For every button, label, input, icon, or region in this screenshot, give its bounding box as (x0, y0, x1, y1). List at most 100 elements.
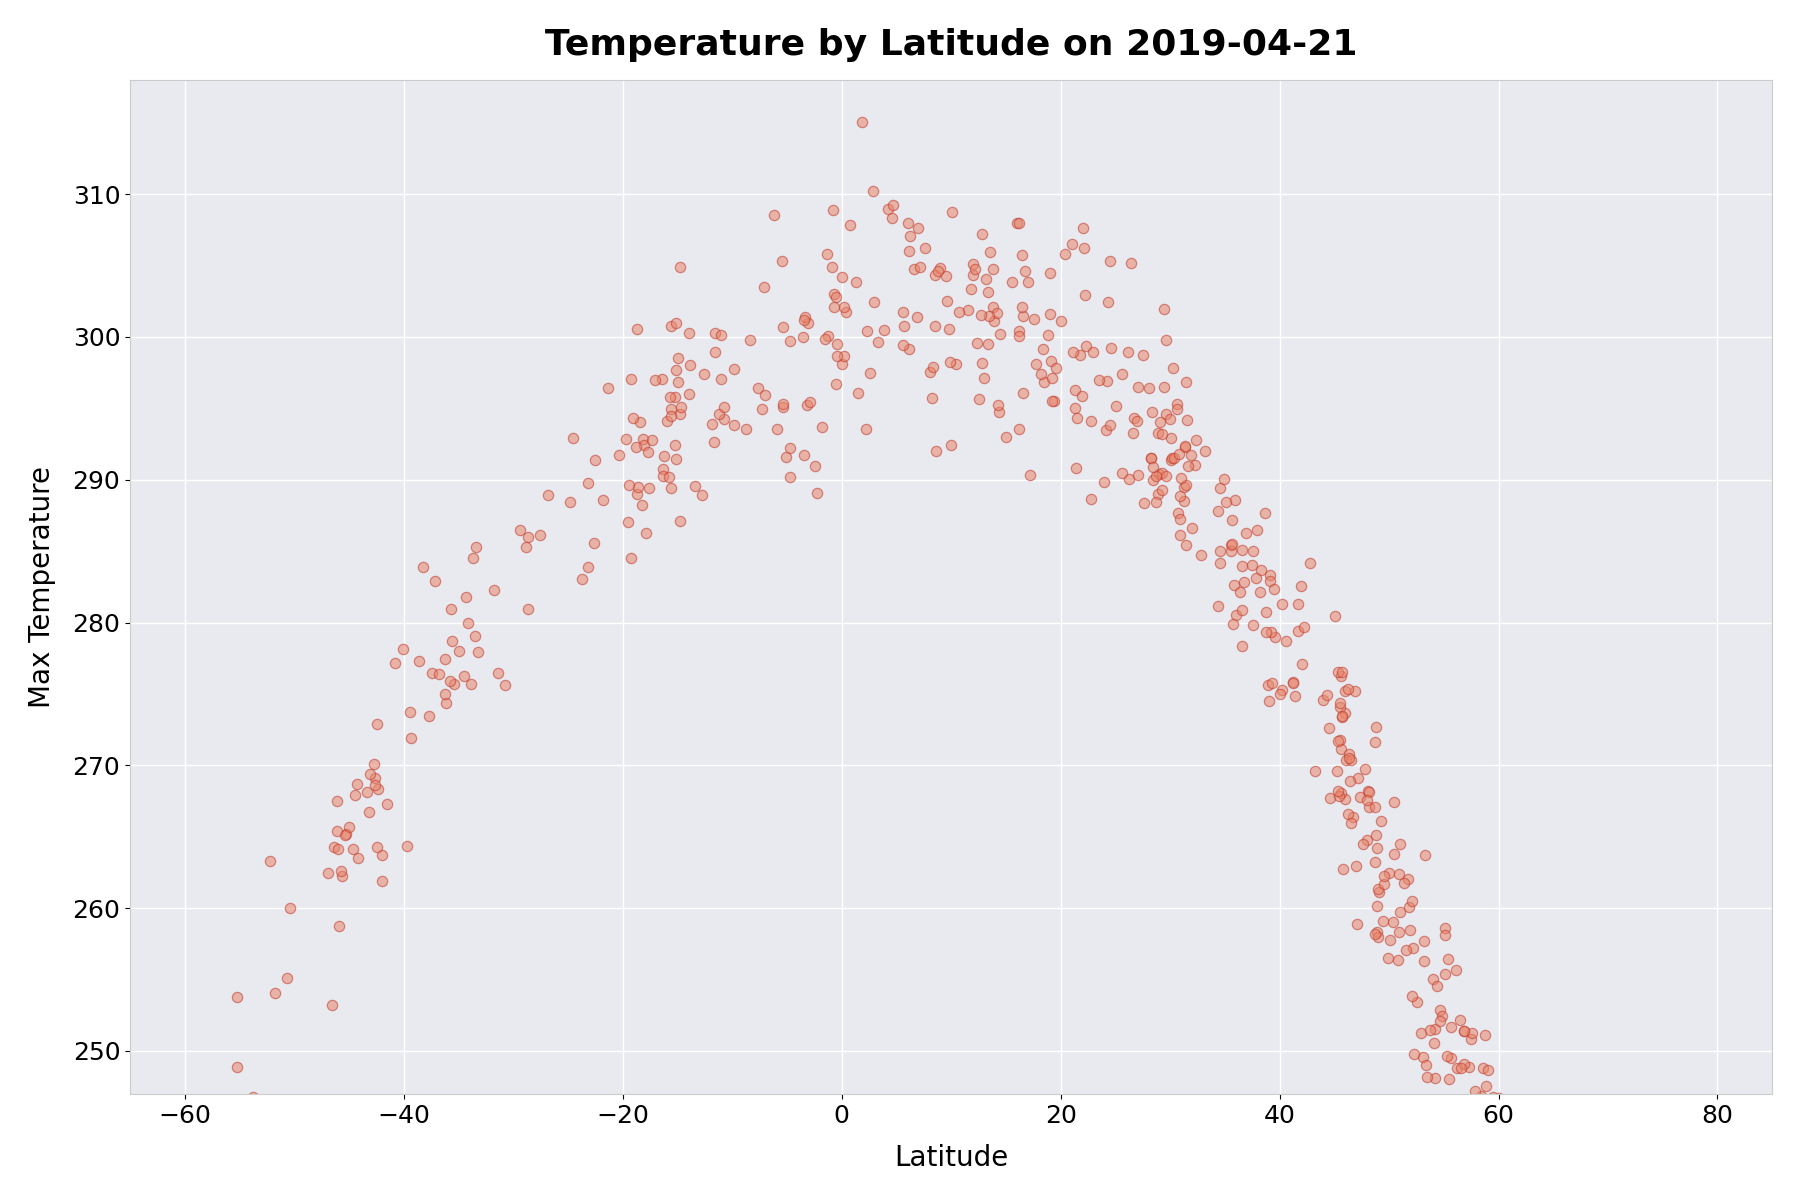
Point (1114, 469, 1143, 488)
Point (367, 846, 396, 865)
Point (1204, 596, 1233, 616)
Point (617, 368, 646, 388)
Point (790, 307, 819, 326)
Point (1440, 1172, 1469, 1192)
Point (1354, 781, 1382, 800)
Point (769, 395, 797, 414)
Point (653, 412, 682, 431)
Point (1435, 1098, 1463, 1117)
Point (1287, 655, 1316, 674)
Point (1364, 882, 1393, 901)
Point (1503, 1178, 1532, 1198)
Point (776, 331, 805, 350)
Point (920, 358, 949, 377)
Point (1436, 1048, 1465, 1067)
Point (1462, 1081, 1490, 1100)
Point (1143, 424, 1172, 443)
Point (1436, 1018, 1465, 1037)
Point (1337, 751, 1366, 770)
Point (581, 450, 610, 469)
Point (648, 370, 677, 389)
Point (1442, 1151, 1471, 1170)
Point (1370, 866, 1399, 886)
Point (526, 524, 554, 544)
Point (1507, 1152, 1535, 1171)
Point (1202, 502, 1231, 521)
Point (688, 486, 716, 505)
Point (1426, 1000, 1454, 1019)
Point (628, 496, 657, 515)
Point (1035, 263, 1064, 282)
Point (1069, 239, 1098, 258)
Point (1073, 336, 1102, 355)
Point (344, 848, 373, 868)
Point (983, 304, 1012, 323)
Point (751, 385, 779, 404)
Point (223, 986, 252, 1006)
Point (821, 287, 850, 306)
Point (983, 395, 1012, 414)
Point (396, 728, 425, 748)
Point (405, 652, 434, 671)
Point (1449, 1157, 1478, 1176)
Point (851, 419, 880, 438)
Point (922, 317, 950, 336)
Point (1409, 931, 1438, 950)
Point (457, 674, 486, 694)
Point (1186, 545, 1215, 564)
Point (1325, 694, 1354, 713)
Point (1309, 690, 1337, 709)
Point (938, 202, 967, 221)
Point (869, 320, 898, 340)
Point (1177, 518, 1206, 538)
Point (963, 334, 992, 353)
Point (1242, 521, 1271, 540)
Point (1170, 436, 1199, 455)
Point (409, 557, 437, 576)
Point (918, 388, 947, 407)
Point (628, 430, 657, 449)
Point (1107, 463, 1136, 482)
Point (1361, 853, 1390, 872)
Point (1165, 503, 1193, 522)
Point (425, 664, 454, 683)
Point (1449, 1111, 1478, 1130)
Point (324, 840, 353, 859)
Point (331, 824, 360, 844)
Point (1138, 402, 1166, 421)
Point (1325, 662, 1354, 682)
Point (1352, 760, 1381, 779)
Point (1478, 1088, 1507, 1108)
Point (1431, 925, 1460, 944)
Point (1134, 378, 1163, 397)
Point (1460, 1153, 1489, 1172)
Point (1141, 492, 1170, 511)
Point (985, 403, 1013, 422)
Point (1069, 218, 1098, 238)
Point (959, 259, 988, 278)
Point (1418, 970, 1447, 989)
Point (1336, 772, 1364, 791)
Point (580, 533, 608, 552)
Point (1449, 1021, 1478, 1040)
Point (763, 419, 792, 438)
Point (1312, 685, 1341, 704)
Point (1492, 1135, 1521, 1154)
Point (623, 319, 652, 338)
Point (1328, 708, 1357, 727)
Point (1474, 1061, 1503, 1080)
Point (812, 330, 841, 349)
Point (1148, 480, 1177, 499)
Y-axis label: Max Temperature: Max Temperature (27, 466, 56, 708)
Point (373, 794, 401, 814)
Point (1411, 1056, 1440, 1075)
Point (1478, 1147, 1507, 1166)
Point (1278, 673, 1307, 692)
Point (1379, 793, 1408, 812)
Point (1040, 391, 1069, 410)
Point (275, 898, 304, 917)
Point (1037, 391, 1066, 410)
Point (355, 803, 383, 822)
Point (1211, 492, 1240, 511)
Point (1170, 492, 1199, 511)
